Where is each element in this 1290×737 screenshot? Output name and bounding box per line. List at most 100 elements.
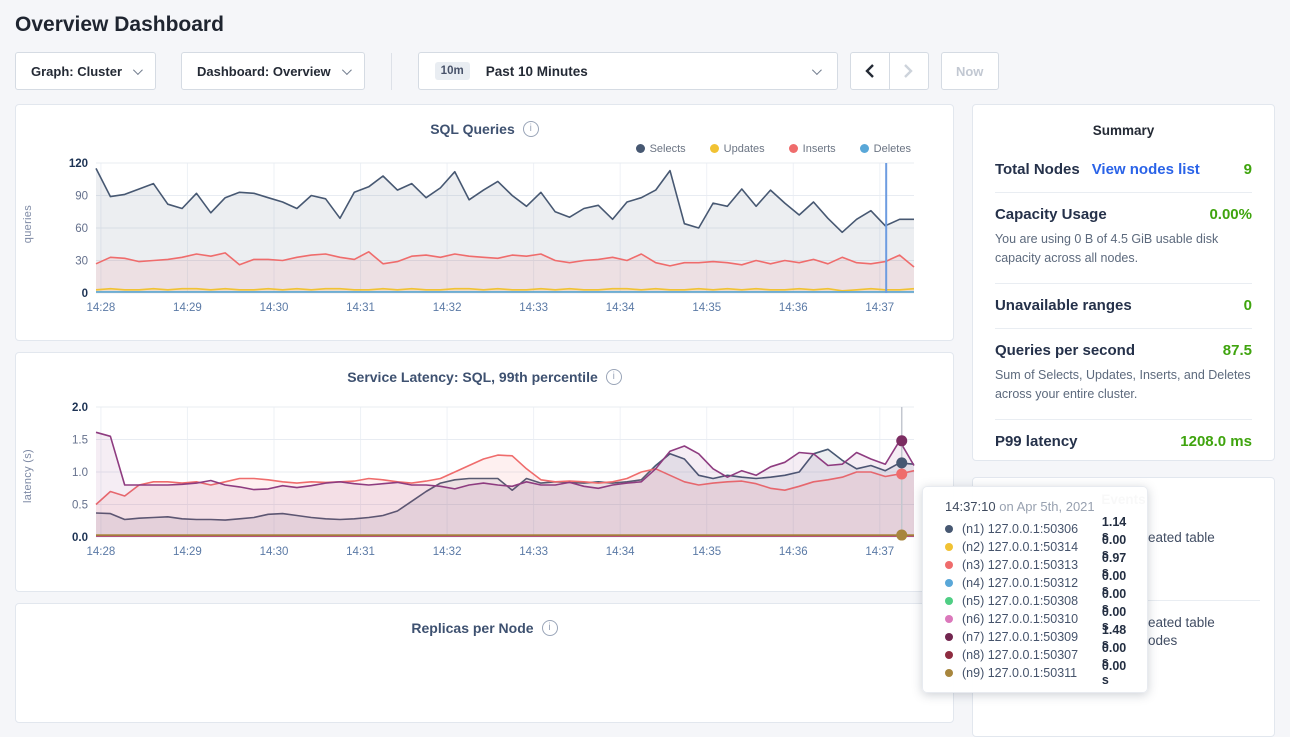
tooltip-timestamp: 14:37:10 on Apr 5th, 2021 — [945, 499, 1095, 514]
chart-header: Service Latency: SQL, 99th percentile i — [16, 353, 953, 385]
summary-description: Sum of Selects, Updates, Inserts, and De… — [994, 367, 1251, 402]
series-dot-icon — [945, 543, 953, 551]
svg-text:0: 0 — [82, 288, 88, 300]
svg-text:14:33: 14:33 — [519, 302, 548, 314]
tooltip-node-row: (n8) 127.0.0.1:50307 0.00 s — [945, 641, 1135, 669]
svg-text:14:33: 14:33 — [519, 546, 548, 558]
summary-description: You are using 0 B of 4.5 GiB usable disk… — [994, 232, 1219, 266]
time-range-dropdown[interactable]: 10m Past 10 Minutes — [417, 52, 838, 90]
tooltip-node-row: (n4) 127.0.0.1:50312 0.00 s — [945, 569, 1135, 597]
chart-title: Replicas per Node — [411, 620, 534, 636]
service-latency-panel: Service Latency: SQL, 99th percentile i … — [15, 352, 954, 592]
legend-dot-icon — [859, 144, 869, 153]
svg-text:14:37: 14:37 — [865, 302, 894, 314]
chevron-down-icon — [341, 64, 352, 75]
charts-column: SQL Queries i Selects Updates Inserts Delet… — [15, 104, 954, 723]
info-icon[interactable]: i — [605, 369, 622, 385]
svg-text:14:36: 14:36 — [779, 302, 808, 314]
event-row-fragment: eated table — [1147, 615, 1215, 630]
service-latency-chart[interactable]: 14:28 14:29 14:30 14:31 14:32 14:33 14:34 14:35… — [38, 399, 936, 561]
svg-text:0.5: 0.5 — [72, 500, 88, 512]
svg-text:14:35: 14:35 — [692, 546, 721, 558]
view-nodes-link[interactable]: View nodes list — [1091, 161, 1200, 178]
svg-text:30: 30 — [75, 256, 88, 268]
summary-label: Capacity Usage — [994, 206, 1107, 223]
summary-value: 9 — [1243, 161, 1252, 178]
series-dot-icon — [945, 669, 953, 677]
summary-label: Total Nodes — [994, 161, 1080, 178]
sql-queries-chart[interactable]: 14:28 14:29 14:30 14:31 14:32 14:33 14:34 14:35… — [38, 155, 936, 317]
legend-item-selects: Selects — [635, 142, 686, 155]
legend-item-inserts: Inserts — [788, 142, 836, 155]
page-title: Overview Dashboard — [15, 13, 224, 36]
summary-label: P99 latency — [994, 432, 1078, 450]
svg-text:14:34: 14:34 — [606, 302, 635, 314]
svg-text:14:35: 14:35 — [692, 302, 721, 314]
summary-label: Queries per second — [994, 341, 1136, 359]
chart-title: Service Latency: SQL, 99th percentile — [347, 369, 598, 385]
time-forward-button[interactable] — [888, 52, 929, 90]
svg-text:1.0: 1.0 — [72, 467, 88, 479]
svg-text:2.0: 2.0 — [72, 402, 88, 414]
now-button[interactable]: Now — [940, 52, 999, 90]
svg-text:14:31: 14:31 — [346, 546, 375, 558]
legend-dot-icon — [709, 144, 719, 153]
dashboard-label: Dashboard: Overview — [197, 63, 331, 79]
chevron-right-icon — [904, 64, 913, 78]
graph-scope-dropdown[interactable]: Graph: Cluster — [15, 52, 157, 90]
info-icon[interactable]: i — [541, 620, 558, 636]
event-row-fragment: odes — [1147, 633, 1178, 648]
summary-items: Total Nodes View nodes list 9 Capacity Usag… — [994, 148, 1252, 461]
chart-area: latency (s) 14:28 14:29 14:30 14:31 14:32 14:… — [16, 399, 953, 566]
tooltip-rows: (n1) 127.0.0.1:50306 1.14 s (n2) 127.0.0.1… — [945, 515, 1135, 687]
graph-scope-label: Graph: Cluster — [31, 63, 123, 79]
summary-row: Total Nodes View nodes list 9 — [994, 148, 1252, 193]
summary-title: Summary — [1092, 123, 1155, 138]
event-row-fragment: eated table — [1147, 530, 1215, 545]
svg-text:14:34: 14:34 — [606, 546, 635, 558]
svg-text:1.5: 1.5 — [72, 435, 88, 447]
svg-text:14:28: 14:28 — [87, 302, 116, 314]
replicas-per-node-panel: Replicas per Node i — [15, 603, 954, 723]
chart-header: Replicas per Node i — [16, 604, 953, 636]
summary-value: 1208.0 ms — [1180, 432, 1252, 450]
svg-text:14:32: 14:32 — [433, 546, 462, 558]
series-dot-icon — [945, 579, 953, 587]
time-back-button[interactable] — [849, 52, 890, 90]
summary-value: 0 — [1243, 296, 1252, 314]
svg-text:14:30: 14:30 — [260, 302, 289, 314]
summary-row: Queries per second 87.5 Sum of Selects, Up… — [994, 329, 1252, 420]
dashboard-dropdown[interactable]: Dashboard: Overview — [181, 52, 365, 90]
time-pager — [849, 52, 929, 90]
info-icon[interactable]: i — [522, 121, 539, 137]
series-dot-icon — [945, 561, 953, 569]
legend-dot-icon — [788, 144, 798, 153]
svg-text:14:37: 14:37 — [865, 546, 894, 558]
legend-item-updates: Updates — [709, 142, 765, 155]
svg-text:14:29: 14:29 — [173, 546, 202, 558]
summary-row: Capacity Usage 0.00% You are using 0 B of … — [994, 193, 1252, 284]
series-dot-icon — [945, 615, 953, 623]
tooltip-node-row: (n3) 127.0.0.1:50313 0.97 s — [945, 551, 1135, 579]
y-axis-label: latency (s) — [22, 449, 34, 504]
summary-value: 87.5 — [1222, 341, 1252, 359]
tooltip-node-row: (n2) 127.0.0.1:50314 0.00 s — [945, 533, 1135, 561]
summary-row: P99 latency 1208.0 ms — [994, 420, 1252, 461]
svg-text:14:36: 14:36 — [779, 546, 808, 558]
chart-area: queries 14:28 14:29 14:30 14:31 14:32 14:33 14… — [16, 155, 953, 322]
svg-text:90: 90 — [75, 191, 88, 203]
legend-item-deletes: Deletes — [859, 142, 911, 155]
tooltip-node-row: (n1) 127.0.0.1:50306 1.14 s — [945, 515, 1135, 543]
summary-label: Unavailable ranges — [994, 296, 1132, 314]
time-range-label: Past 10 Minutes — [485, 63, 588, 79]
summary-value: 0.00% — [1209, 206, 1252, 223]
svg-text:14:32: 14:32 — [433, 302, 462, 314]
chevron-left-icon — [865, 64, 875, 78]
tooltip-node-row: (n7) 127.0.0.1:50309 1.48 s — [945, 623, 1135, 651]
time-range-badge: 10m — [434, 62, 470, 80]
y-axis-label: queries — [22, 205, 34, 244]
svg-text:14:29: 14:29 — [173, 302, 202, 314]
chevron-down-icon — [132, 64, 143, 75]
tooltip-node-row: (n9) 127.0.0.1:50311 0.00 s — [945, 659, 1135, 687]
legend-dot-icon — [635, 144, 645, 153]
